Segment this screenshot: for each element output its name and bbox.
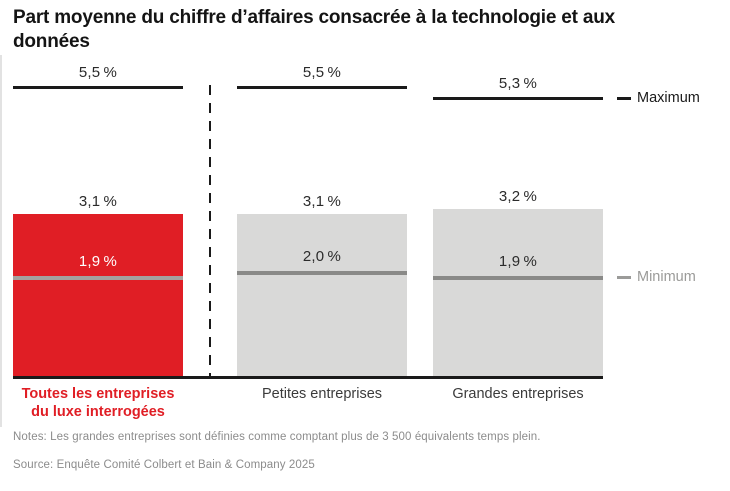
minimum-value-label: 2,0 % — [302, 248, 342, 265]
notes-text: Notes: Les grandes entreprises sont défi… — [13, 431, 541, 443]
average-value-label: 3,2 % — [498, 188, 538, 205]
maximum-value-label: 5,5 % — [302, 64, 342, 81]
minimum-line — [237, 271, 407, 275]
average-value-label: 3,1 % — [302, 193, 342, 210]
category-label-line2: du luxe interrogées — [31, 404, 165, 421]
minimum-line — [13, 276, 183, 280]
category-label-line1: Toutes les entreprises — [21, 386, 175, 402]
dashed-separator — [209, 85, 211, 377]
legend-minimum-label: Minimum — [637, 269, 696, 285]
bar-petites-entreprises — [237, 214, 407, 378]
source-text: Source: Enquête Comité Colbert et Bain &… — [13, 459, 315, 471]
page-left-edge-divider — [0, 55, 2, 427]
minimum-line — [433, 276, 603, 280]
bar-grandes-entreprises — [433, 209, 603, 378]
legend-maximum-dash-icon — [617, 97, 631, 100]
chart-title: Part moyenne du chiffre d’affaires consa… — [13, 7, 615, 52]
maximum-value-label: 5,5 % — [78, 64, 118, 81]
legend-maximum-label: Maximum — [637, 90, 700, 106]
category-label-toutes-entreprises: Toutes les entreprises du luxe interrogé… — [0, 385, 208, 421]
category-label-petites-entreprises: Petites entreprises — [261, 386, 383, 402]
x-axis-baseline — [13, 376, 603, 379]
maximum-line — [433, 97, 603, 100]
maximum-line — [237, 86, 407, 89]
maximum-line — [13, 86, 183, 89]
legend-minimum-dash-icon — [617, 276, 631, 279]
category-label-grandes-entreprises: Grandes entreprises — [452, 386, 584, 402]
minimum-value-label: 1,9 % — [78, 253, 118, 270]
maximum-value-label: 5,3 % — [498, 75, 538, 92]
average-value-label: 3,1 % — [78, 193, 118, 210]
minimum-value-label: 1,9 % — [498, 253, 538, 270]
bar-toutes-entreprises — [13, 214, 183, 378]
